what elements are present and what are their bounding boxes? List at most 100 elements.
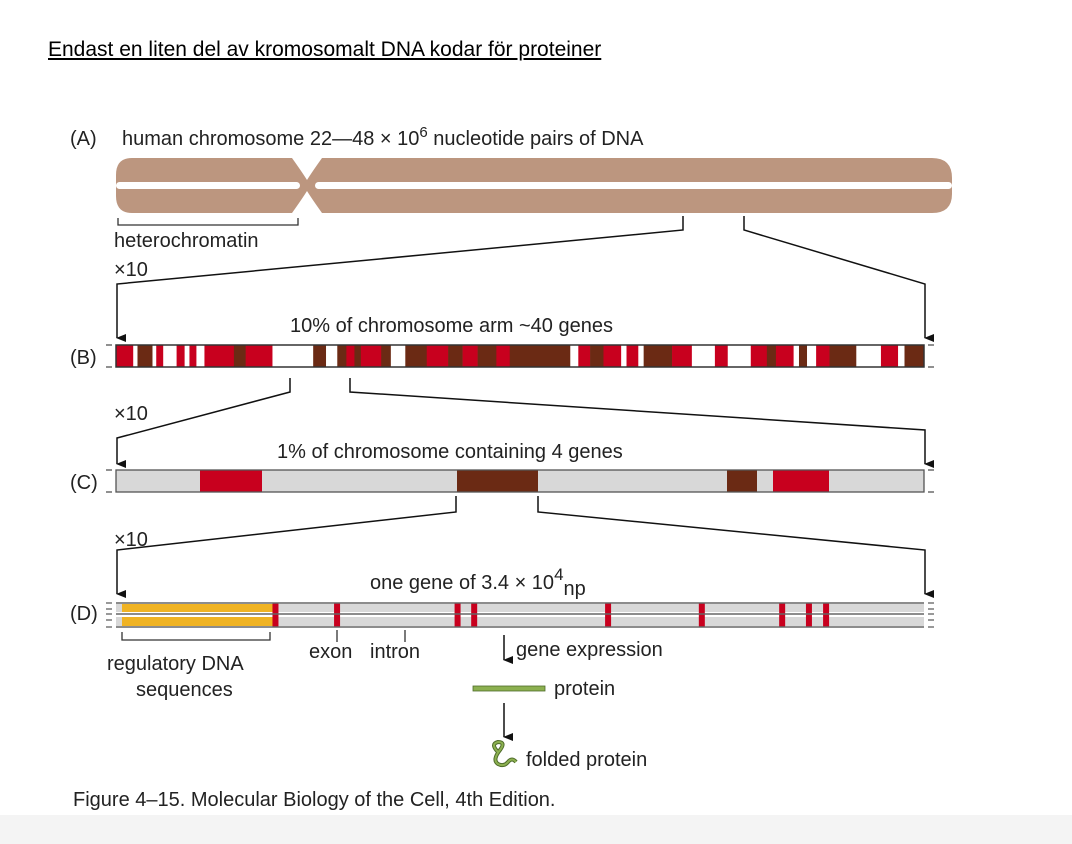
folded-protein-label: folded protein [526, 749, 647, 771]
exon [454, 603, 461, 627]
gene-segment [462, 345, 478, 367]
non-gene-segment [638, 345, 644, 367]
gene [200, 470, 262, 492]
zoom-lines-a-b [116, 216, 934, 342]
gene-segment [578, 345, 591, 367]
regulatory-dna [122, 617, 273, 626]
non-gene-segment [152, 345, 157, 367]
gene-segment [405, 345, 428, 367]
gene [727, 470, 757, 492]
exon [779, 603, 786, 627]
gene-segment [116, 345, 134, 367]
gene-segment [313, 345, 327, 367]
exon [823, 603, 830, 627]
gene-segment [714, 345, 729, 367]
gene-segment [672, 345, 693, 367]
dna-strand [116, 604, 924, 612]
non-gene-segment [163, 345, 177, 367]
non-gene-segment [727, 345, 752, 367]
panel-b-label: (B) [70, 347, 97, 369]
gene-segment [426, 345, 449, 367]
non-gene-segment [326, 345, 338, 367]
panel-a-label: (A) [70, 128, 97, 150]
regulatory-label-line2: sequences [136, 679, 233, 701]
chromosome-22 [116, 158, 952, 213]
regulatory-label-line1: regulatory DNA [107, 653, 244, 675]
heterochromatin-label: heterochromatin [114, 230, 259, 252]
non-gene-segment [184, 345, 190, 367]
gene-segment [766, 345, 777, 367]
exon [698, 603, 705, 627]
exon [805, 603, 812, 627]
regulatory-bracket [121, 632, 271, 641]
exon [605, 603, 612, 627]
non-gene-segment [272, 345, 299, 367]
panel-d-title: one gene of 3.4 × 104np [370, 565, 586, 600]
gene-segment [590, 345, 604, 367]
non-gene-segment [570, 345, 579, 367]
gene-segment [156, 345, 164, 367]
gene-segment [829, 345, 857, 367]
panel-c-title: 1% of chromosome containing 4 genes [277, 441, 623, 463]
gene [457, 470, 538, 492]
page-heading: Endast en liten del av kromosomalt DNA k… [48, 38, 602, 61]
gene-segment [477, 345, 497, 367]
gene-segment [904, 345, 925, 367]
non-gene-segment [856, 345, 882, 367]
footer-strip [0, 815, 1072, 844]
gene-segment [189, 345, 197, 367]
gene-bar [106, 602, 934, 628]
gene-segment [354, 345, 362, 367]
non-gene-segment [390, 345, 406, 367]
chromosome-region-bar [106, 469, 934, 493]
bar-outline [115, 344, 925, 368]
exon [471, 603, 478, 627]
gene-segment [381, 345, 392, 367]
zoom-label-b: ×10 [114, 259, 148, 281]
gene-segment [750, 345, 768, 367]
non-gene-segment [196, 345, 205, 367]
regulatory-dna [122, 604, 273, 612]
panel-b-title: 10% of chromosome arm ~40 genes [290, 315, 613, 337]
non-gene-segment [793, 345, 800, 367]
zoom-label-d: ×10 [114, 529, 148, 551]
zoom-label-c: ×10 [114, 403, 148, 425]
gene-segment [137, 345, 153, 367]
gene-segment [337, 345, 347, 367]
non-gene-segment [621, 345, 627, 367]
gene-segment [509, 345, 571, 367]
gene-segment [626, 345, 639, 367]
non-gene-segment [133, 345, 138, 367]
gene-segment [360, 345, 382, 367]
heterochromatin-bracket [117, 218, 299, 226]
non-gene-segment [298, 345, 314, 367]
gene-segment [775, 345, 794, 367]
gene-segment [816, 345, 830, 367]
panel-c-label: (C) [70, 472, 98, 494]
dna-strand [116, 617, 924, 626]
bar-outline [115, 469, 925, 493]
zoom-lines-c-d [116, 496, 934, 598]
exon-label: exon [309, 641, 352, 663]
gene-segment [448, 345, 463, 367]
chromosome-arm-bar [106, 344, 934, 368]
exon [272, 603, 279, 627]
gene-segment [245, 345, 273, 367]
gene-segment [176, 345, 185, 367]
non-gene-segment [898, 345, 905, 367]
figure-caption: Figure 4–15. Molecular Biology of the Ce… [73, 789, 556, 811]
gene-segment [204, 345, 235, 367]
gene [773, 470, 829, 492]
gene-segment [643, 345, 673, 367]
gene-expression-label: gene expression [516, 639, 663, 661]
gene-segment [880, 345, 899, 367]
gene-segment [798, 345, 808, 367]
protein-label: protein [554, 678, 615, 700]
non-gene-segment [807, 345, 817, 367]
zoom-lines-b-c [116, 378, 934, 468]
gene-segment [603, 345, 622, 367]
non-gene-segment [691, 345, 716, 367]
gene-segment [233, 345, 246, 367]
gene-segment [496, 345, 511, 367]
